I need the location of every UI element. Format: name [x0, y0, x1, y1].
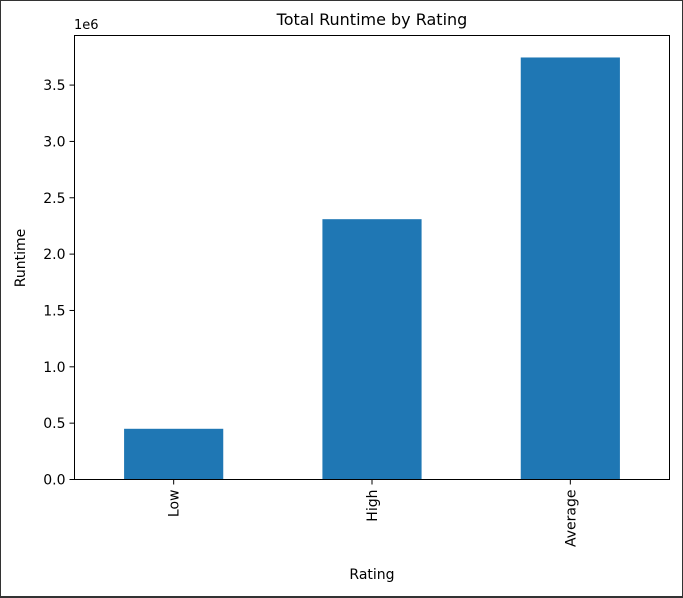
x-axis-ticks: Low High Average: [167, 479, 579, 548]
y-tick-label: 2.5: [43, 191, 65, 207]
y-offset-label: 1e6: [74, 18, 99, 33]
y-tick-label: 3.5: [43, 78, 65, 94]
y-tick-label: 3.0: [43, 134, 65, 150]
x-tick-label: Low: [167, 490, 183, 518]
plot-area-border: [74, 35, 670, 480]
chart-title: Total Runtime by Rating: [276, 10, 468, 29]
y-tick-label: 1.5: [43, 303, 65, 319]
bar-average: [520, 57, 620, 480]
bar-low: [124, 428, 224, 480]
y-tick-label: 0.5: [43, 416, 65, 432]
x-axis-label: Rating: [349, 567, 394, 583]
bars: [124, 57, 620, 480]
x-tick-label: High: [365, 490, 381, 522]
y-tick-label: 2.0: [43, 247, 65, 263]
y-axis-label: Runtime: [13, 229, 29, 287]
y-tick-label: 0.0: [43, 473, 65, 489]
bar-high: [322, 219, 422, 480]
y-tick-label: 1.0: [43, 360, 65, 376]
y-axis-ticks: 0.0 0.5 1.0 1.5 2.0 2.5 3.0 3.5: [43, 78, 75, 489]
x-tick-label: Average: [563, 490, 579, 548]
